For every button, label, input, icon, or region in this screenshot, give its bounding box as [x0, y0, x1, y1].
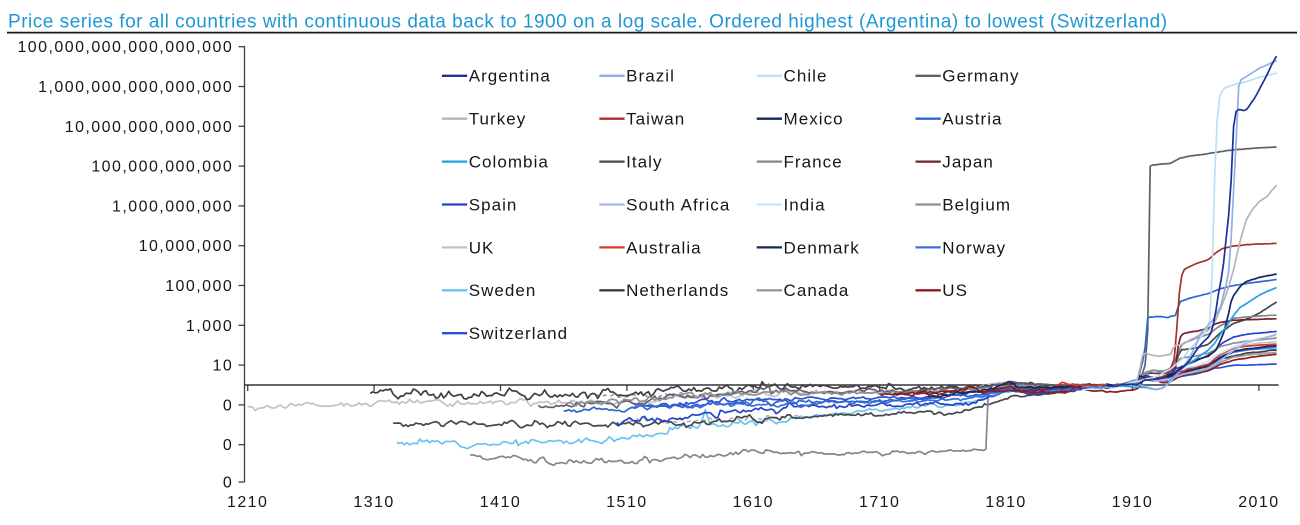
svg-text:South Africa: South Africa [626, 195, 730, 214]
svg-text:1810: 1810 [985, 494, 1026, 511]
svg-text:Chile: Chile [784, 67, 828, 86]
svg-text:Switzerland: Switzerland [469, 324, 568, 343]
svg-text:1610: 1610 [733, 494, 774, 511]
svg-text:Austria: Austria [942, 110, 1002, 129]
svg-text:0: 0 [223, 437, 233, 454]
svg-text:Norway: Norway [942, 238, 1006, 257]
svg-text:100,000,000,000: 100,000,000,000 [91, 159, 233, 176]
svg-text:1710: 1710 [859, 494, 900, 511]
svg-text:Brazil: Brazil [626, 67, 675, 86]
svg-text:US: US [942, 281, 968, 300]
svg-text:1510: 1510 [606, 494, 647, 511]
svg-text:Germany: Germany [942, 67, 1019, 86]
svg-text:Colombia: Colombia [469, 153, 549, 172]
svg-text:Argentina: Argentina [469, 67, 551, 86]
svg-text:India: India [784, 195, 826, 214]
svg-text:Japan: Japan [942, 153, 994, 172]
svg-text:Denmark: Denmark [784, 238, 860, 257]
svg-text:Netherlands: Netherlands [626, 281, 729, 300]
svg-text:0: 0 [223, 397, 233, 414]
svg-text:1210: 1210 [227, 494, 268, 511]
svg-text:Sweden: Sweden [469, 281, 537, 300]
svg-text:0: 0 [223, 475, 233, 492]
svg-text:100,000: 100,000 [165, 278, 233, 295]
svg-text:UK: UK [469, 238, 495, 257]
svg-text:Taiwan: Taiwan [626, 110, 685, 129]
svg-text:10,000,000,000,000: 10,000,000,000,000 [65, 119, 233, 136]
svg-text:1310: 1310 [353, 494, 394, 511]
svg-text:Canada: Canada [784, 281, 850, 300]
svg-text:10: 10 [212, 358, 233, 375]
svg-text:1,000,000,000: 1,000,000,000 [112, 198, 233, 215]
svg-text:Australia: Australia [626, 238, 702, 257]
svg-text:Turkey: Turkey [469, 110, 527, 129]
svg-text:1,000: 1,000 [186, 318, 233, 335]
svg-text:100,000,000,000,000,000: 100,000,000,000,000,000 [17, 39, 233, 56]
svg-text:1910: 1910 [1112, 494, 1153, 511]
svg-text:Belgium: Belgium [942, 195, 1011, 214]
svg-text:1410: 1410 [480, 494, 521, 511]
svg-text:10,000,000: 10,000,000 [139, 238, 234, 255]
svg-text:2010: 2010 [1238, 494, 1279, 511]
svg-text:1,000,000,000,000,000: 1,000,000,000,000,000 [38, 79, 233, 96]
svg-text:France: France [784, 153, 843, 172]
svg-text:Spain: Spain [469, 195, 518, 214]
svg-text:Price series for all countries: Price series for all countries with cont… [8, 12, 1168, 33]
svg-text:Italy: Italy [626, 153, 662, 172]
svg-text:Mexico: Mexico [784, 110, 844, 129]
